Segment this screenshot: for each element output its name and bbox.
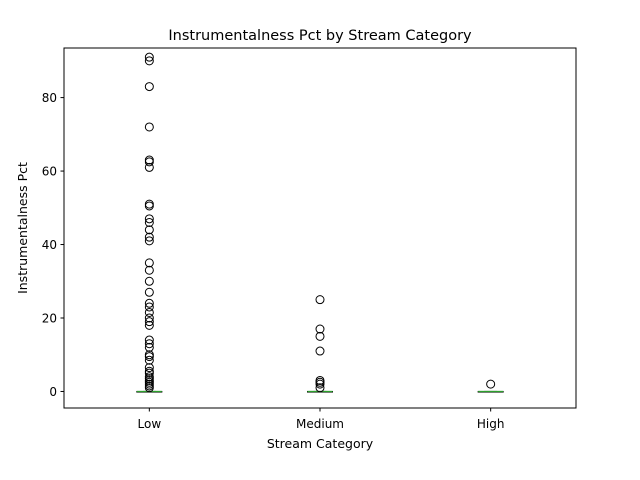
y-tick-label: 0	[49, 385, 57, 399]
outlier-point	[144, 236, 154, 246]
outlier-point	[315, 383, 325, 393]
y-tick-label: 40	[42, 238, 57, 252]
box-medium	[307, 295, 333, 393]
y-axis-label: Instrumentalness Pct	[15, 162, 30, 294]
outlier-point	[315, 379, 325, 389]
outlier-point	[144, 276, 154, 286]
outlier-point	[144, 313, 154, 323]
outlier-point	[144, 320, 154, 330]
x-tick-label: Low	[138, 417, 162, 431]
outlier-point	[144, 201, 154, 211]
outlier-point	[144, 317, 154, 327]
outlier-point	[144, 258, 154, 268]
outlier-point	[315, 295, 325, 305]
plot-area	[136, 52, 504, 393]
plot-frame	[63, 47, 577, 409]
outlier-point	[144, 265, 154, 275]
outlier-point	[144, 214, 154, 224]
outlier-point	[144, 232, 154, 242]
outlier-point	[315, 346, 325, 356]
outlier-point	[144, 287, 154, 297]
y-axis: 0 20 40 60 80	[42, 91, 64, 399]
x-tick-label: High	[477, 417, 505, 431]
outlier-point	[144, 383, 154, 393]
outlier-point	[144, 217, 154, 227]
outlier-point	[315, 324, 325, 334]
outlier-point	[144, 225, 154, 235]
y-tick-label: 60	[42, 164, 57, 178]
chart-title: Instrumentalness Pct by Stream Category	[168, 28, 472, 44]
outlier-point	[144, 199, 154, 209]
outlier-point	[144, 302, 154, 312]
outlier-point	[144, 368, 154, 378]
outlier-point	[144, 335, 154, 345]
outlier-point	[144, 82, 154, 92]
outlier-point	[144, 363, 154, 373]
x-axis: Low Medium High	[138, 408, 505, 431]
y-tick-label: 20	[42, 311, 57, 325]
outlier-point	[144, 56, 154, 66]
outlier-point	[144, 339, 154, 349]
outlier-point	[144, 157, 154, 167]
box-high	[477, 379, 504, 393]
outlier-point	[486, 379, 496, 389]
outlier-point	[144, 307, 154, 317]
outlier-point	[144, 52, 154, 62]
x-axis-label: Stream Category	[267, 436, 374, 451]
outlier-point	[144, 122, 154, 132]
outlier-point	[315, 331, 325, 341]
outlier-point	[144, 355, 154, 365]
y-tick-label: 80	[42, 91, 57, 105]
outlier-point	[144, 352, 154, 362]
x-tick-label: Medium	[296, 417, 344, 431]
outlier-point	[144, 298, 154, 308]
box-low	[136, 52, 163, 393]
outlier-point	[144, 155, 154, 165]
outlier-point	[144, 162, 154, 172]
outlier-point	[144, 342, 154, 352]
